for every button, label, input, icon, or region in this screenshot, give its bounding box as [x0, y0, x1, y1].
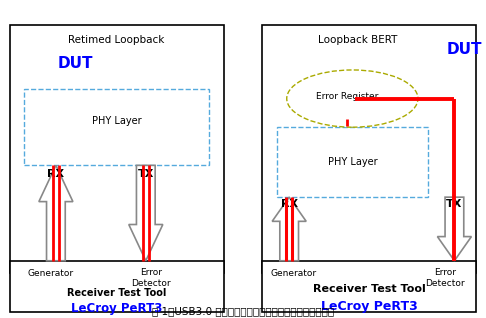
Text: TX: TX	[138, 169, 154, 178]
Text: RX: RX	[47, 169, 65, 178]
Text: Error Register: Error Register	[316, 93, 379, 101]
Text: 图 1：USB3.0 的两种误码测试和抖动容限测试方法示意图: 图 1：USB3.0 的两种误码测试和抖动容限测试方法示意图	[152, 307, 334, 316]
Text: TX: TX	[446, 199, 463, 209]
Text: LeCroy PeRT3: LeCroy PeRT3	[71, 302, 162, 315]
FancyBboxPatch shape	[24, 89, 209, 165]
Text: Loopback BERT: Loopback BERT	[317, 35, 397, 45]
FancyBboxPatch shape	[262, 25, 476, 273]
Text: PHY Layer: PHY Layer	[92, 116, 141, 126]
Text: Error
Detector: Error Detector	[131, 268, 171, 288]
Polygon shape	[272, 197, 306, 261]
FancyBboxPatch shape	[262, 261, 476, 312]
Text: PHY Layer: PHY Layer	[328, 157, 377, 167]
Text: DUT: DUT	[446, 42, 482, 57]
Polygon shape	[437, 197, 471, 261]
Polygon shape	[129, 165, 163, 261]
Text: Retimed Loopback: Retimed Loopback	[69, 35, 165, 45]
Ellipse shape	[287, 70, 418, 127]
Text: Receiver Test Tool: Receiver Test Tool	[67, 287, 166, 298]
FancyBboxPatch shape	[277, 127, 428, 197]
Polygon shape	[39, 165, 73, 261]
Text: Error
Detector: Error Detector	[425, 268, 465, 288]
Text: DUT: DUT	[57, 56, 93, 71]
Text: Generator: Generator	[271, 269, 317, 278]
FancyBboxPatch shape	[10, 261, 224, 312]
Text: LeCroy PeRT3: LeCroy PeRT3	[321, 301, 418, 313]
Text: Generator: Generator	[28, 269, 74, 278]
FancyBboxPatch shape	[10, 25, 224, 273]
Text: RX: RX	[280, 199, 298, 209]
Text: Receiver Test Tool: Receiver Test Tool	[313, 284, 426, 294]
